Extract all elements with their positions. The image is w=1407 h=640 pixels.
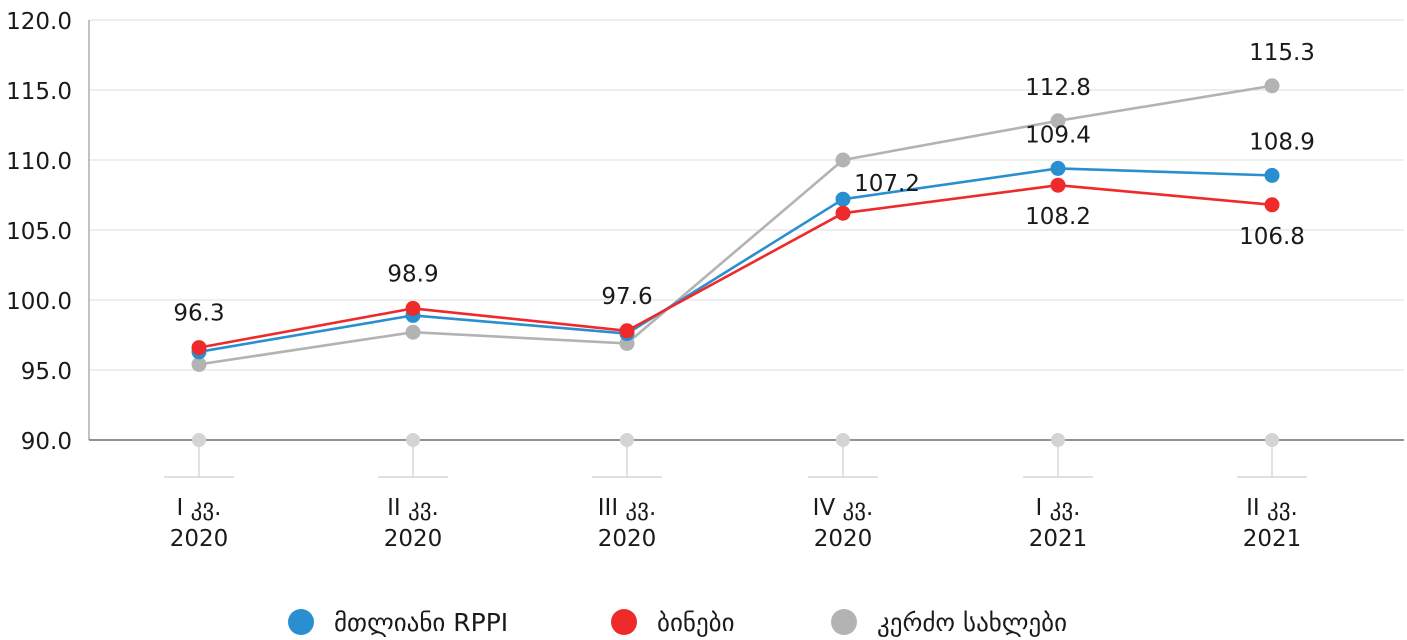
data-label: 98.9 — [387, 261, 438, 287]
x-tick-label: II კვ. — [387, 495, 439, 521]
data-label: 97.6 — [601, 284, 652, 310]
data-point — [1264, 197, 1280, 213]
data-label: 108.2 — [1025, 204, 1091, 230]
data-point — [1050, 177, 1066, 193]
y-tick-label: 115.0 — [6, 79, 72, 105]
data-point — [619, 323, 635, 339]
x-tick-label: 2021 — [1243, 526, 1302, 552]
y-tick-label: 110.0 — [6, 149, 72, 175]
data-point — [191, 340, 207, 356]
data-point — [835, 191, 851, 207]
gridlines — [89, 19, 1404, 371]
legend-label: ბინები — [657, 608, 735, 637]
x-tick-label: I კვ. — [1036, 495, 1081, 521]
x-tick-label: 2020 — [384, 526, 443, 552]
y-tick-labels: 90.0 95.0 100.0 105.0 110.0 115.0 120.0 — [6, 9, 72, 455]
legend-marker — [831, 609, 857, 635]
data-labels: 107.2 109.4 108.9 96.3 98.9 97.6 108.2 106.8 112… — [173, 40, 1315, 327]
series-line — [198, 84, 1273, 366]
x-tick-labels: I კვ. 2020 II კვ. 2020 III კვ. 2020 IV კვ. 2020… — [164, 433, 1307, 552]
y-tick-label: 105.0 — [6, 219, 72, 245]
data-label: 108.9 — [1249, 129, 1315, 155]
y-tick-label: 90.0 — [21, 429, 72, 455]
legend-label: მთლიანი RPPI — [334, 608, 508, 637]
data-point — [835, 205, 851, 221]
baseline-marker — [1051, 433, 1065, 447]
data-point — [191, 356, 207, 372]
x-tick-label: II კვ. — [1246, 495, 1298, 521]
x-tick-label: 2020 — [598, 526, 657, 552]
data-label: 107.2 — [854, 171, 920, 197]
data-point — [1050, 160, 1066, 176]
y-tick-label: 120.0 — [6, 9, 72, 35]
data-point — [1264, 78, 1280, 94]
data-point — [835, 152, 851, 168]
x-tick-label: 2020 — [170, 526, 229, 552]
data-point — [1050, 113, 1066, 129]
series — [191, 78, 1280, 372]
legend: მთლიანი RPPI ბინები კერძო სახლები — [288, 608, 1067, 637]
axes — [88, 20, 1404, 441]
data-label: 109.4 — [1025, 122, 1091, 148]
x-tick-label: 2021 — [1029, 526, 1088, 552]
x-tick-label: IV კვ. — [813, 495, 874, 521]
data-label: 115.3 — [1249, 40, 1315, 66]
series-line — [198, 167, 1273, 354]
baseline-marker — [836, 433, 850, 447]
data-point — [1264, 167, 1280, 183]
data-label: 112.8 — [1025, 75, 1091, 101]
y-tick-label: 100.0 — [6, 289, 72, 315]
baseline-marker — [406, 433, 420, 447]
x-tick-label: III კვ. — [598, 495, 657, 521]
data-point — [405, 324, 421, 340]
data-label: 106.8 — [1239, 224, 1305, 250]
data-point — [405, 300, 421, 316]
legend-label: კერძო სახლები — [877, 608, 1067, 637]
y-tick-label: 95.0 — [21, 359, 72, 385]
data-label: 96.3 — [173, 301, 224, 327]
legend-marker — [611, 609, 637, 635]
x-tick-label: 2020 — [814, 526, 873, 552]
baseline-marker — [1265, 433, 1279, 447]
x-tick-label: I კვ. — [177, 495, 222, 521]
legend-marker — [288, 609, 314, 635]
baseline-marker — [620, 433, 634, 447]
baseline-marker — [192, 433, 206, 447]
series-line — [198, 183, 1273, 349]
